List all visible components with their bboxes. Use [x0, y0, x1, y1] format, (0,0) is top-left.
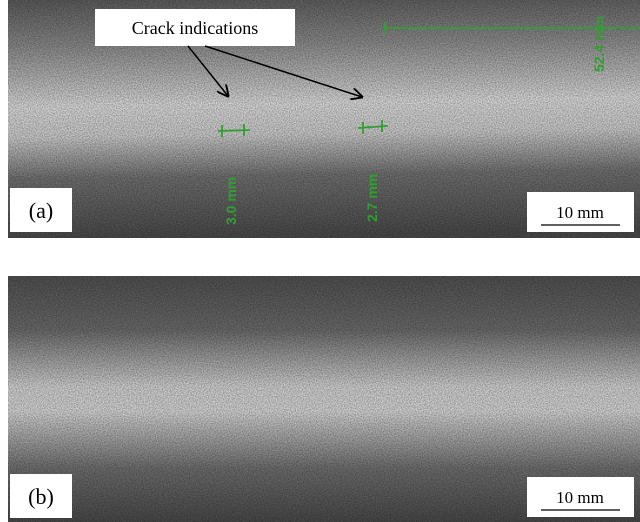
panel-b: (b) 10 mm [8, 276, 640, 522]
figure: Crack indications 3.0 mm 2.7 mm 52.4 mm … [0, 0, 640, 522]
measurement: 3.0 mm [223, 177, 239, 225]
panel-label: (b) [28, 484, 54, 509]
measurement: 52.4 mm [591, 16, 607, 72]
panel-a: Crack indications 3.0 mm 2.7 mm 52.4 mm … [8, 0, 640, 238]
annotation: Crack indications [132, 18, 258, 38]
scale-label: 10 mm [556, 203, 604, 222]
panel-label: (a) [29, 198, 53, 223]
measurement: 2.7 mm [364, 174, 380, 222]
scale-label: 10 mm [556, 488, 604, 507]
